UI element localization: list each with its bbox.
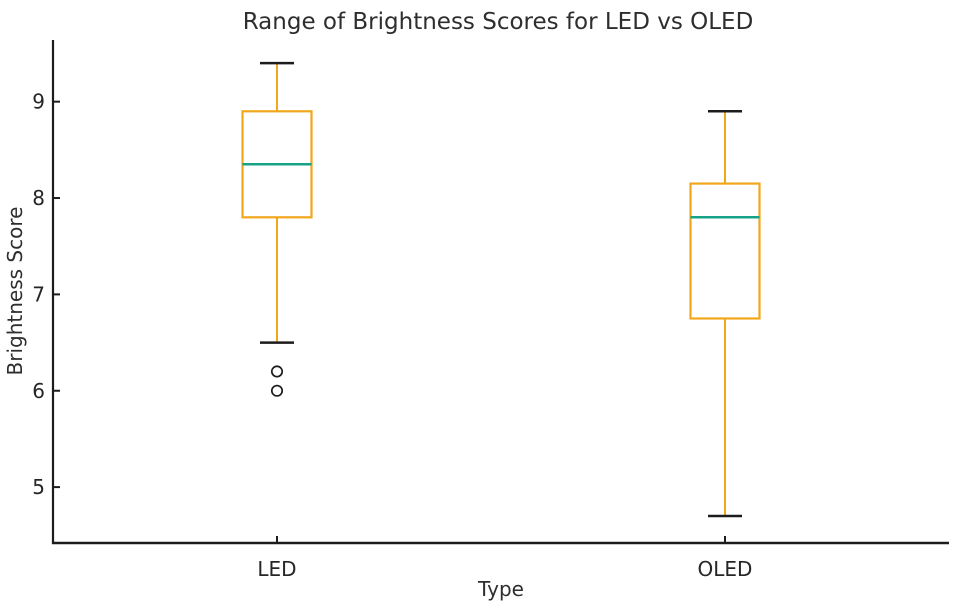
chart-title: Range of Brightness Scores for LED vs OL… (243, 9, 754, 35)
y-axis-label: Brightness Score (3, 207, 27, 376)
y-tick-label-5: 5 (32, 475, 45, 499)
x-tick-label-OLED: OLED (698, 557, 753, 581)
y-tick-label-9: 9 (32, 90, 45, 114)
box-oled (689, 182, 761, 320)
outlier-led-6.2 (270, 365, 284, 378)
x-tick-label-LED: LED (257, 557, 296, 581)
plot-area: 5 6 7 8 9 LED OLED (32, 40, 949, 581)
y-tick-label-8: 8 (32, 186, 45, 210)
y-tick-label-6: 6 (32, 379, 45, 403)
x-axis-label: Type (477, 577, 524, 601)
y-tick-label-7: 7 (32, 282, 45, 306)
outlier-led-6 (270, 384, 284, 397)
